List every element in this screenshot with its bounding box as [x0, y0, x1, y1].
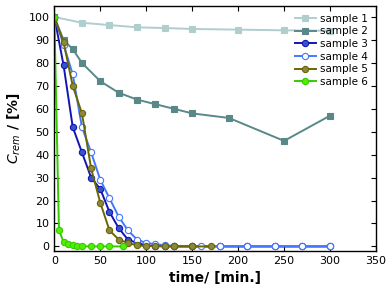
Y-axis label: $C_{rem}$ / [%]: $C_{rem}$ / [%] [5, 93, 23, 164]
sample 2 [171, 107, 176, 111]
sample 4 [89, 151, 93, 154]
sample 4 [52, 15, 57, 19]
sample 5 [208, 245, 213, 248]
sample 5 [80, 112, 84, 115]
sample 5 [162, 245, 167, 248]
sample 2 [52, 15, 57, 19]
sample 3 [89, 176, 93, 179]
sample 3 [218, 245, 222, 248]
sample 2 [80, 61, 84, 65]
sample 5 [116, 238, 121, 241]
sample 4 [171, 244, 176, 248]
sample 3 [107, 210, 112, 214]
sample 4 [300, 245, 305, 248]
sample 1 [162, 26, 167, 30]
sample 5 [144, 244, 149, 248]
sample 6 [89, 245, 93, 248]
sample 1 [107, 23, 112, 27]
sample 6 [71, 244, 75, 247]
sample 2 [282, 139, 287, 143]
sample 3 [245, 245, 250, 248]
sample 3 [98, 187, 103, 191]
sample 5 [190, 245, 194, 248]
sample 1 [236, 28, 240, 31]
sample 5 [171, 245, 176, 248]
sample 3 [116, 226, 121, 230]
sample 4 [153, 242, 158, 246]
sample 4 [144, 241, 149, 245]
sample 6 [61, 240, 66, 244]
sample 1 [190, 27, 194, 31]
sample 3 [135, 241, 140, 245]
sample 4 [199, 244, 204, 248]
sample 4 [328, 245, 332, 248]
sample 6 [80, 244, 84, 248]
sample 2 [71, 47, 75, 51]
sample 3 [52, 15, 57, 19]
sample 3 [125, 238, 130, 241]
sample 4 [272, 245, 277, 248]
sample 6 [75, 244, 80, 248]
Line: sample 1: sample 1 [52, 14, 333, 33]
sample 4 [162, 244, 167, 247]
sample 2 [135, 98, 140, 101]
sample 4 [125, 229, 130, 232]
sample 4 [80, 125, 84, 129]
Legend: sample 1, sample 2, sample 3, sample 4, sample 5, sample 6: sample 1, sample 2, sample 3, sample 4, … [292, 11, 371, 90]
sample 1 [282, 29, 287, 32]
sample 4 [116, 215, 121, 218]
sample 2 [98, 79, 103, 83]
sample 3 [144, 244, 149, 247]
sample 1 [328, 29, 332, 33]
sample 4 [245, 245, 250, 248]
Line: sample 3: sample 3 [51, 14, 333, 250]
sample 3 [162, 244, 167, 248]
sample 3 [153, 244, 158, 248]
sample 6 [52, 15, 57, 19]
sample 5 [52, 15, 57, 19]
sample 4 [107, 196, 112, 200]
sample 3 [190, 245, 194, 248]
sample 4 [218, 245, 222, 248]
sample 4 [135, 238, 140, 241]
sample 1 [135, 26, 140, 29]
sample 3 [71, 125, 75, 129]
sample 5 [135, 244, 140, 247]
sample 6 [98, 245, 103, 248]
sample 2 [153, 102, 158, 106]
sample 1 [52, 15, 57, 19]
sample 3 [272, 245, 277, 248]
sample 2 [227, 116, 231, 120]
Line: sample 6: sample 6 [51, 14, 126, 250]
sample 5 [71, 84, 75, 88]
sample 6 [107, 245, 112, 248]
sample 3 [171, 245, 176, 248]
sample 4 [61, 43, 66, 46]
sample 1 [80, 21, 84, 24]
X-axis label: time/ [min.]: time/ [min.] [169, 272, 261, 285]
sample 5 [107, 229, 112, 232]
sample 4 [190, 244, 194, 248]
sample 4 [98, 178, 103, 182]
Line: sample 5: sample 5 [51, 14, 214, 250]
sample 2 [328, 114, 332, 118]
sample 2 [61, 38, 66, 42]
sample 2 [116, 91, 121, 95]
Line: sample 4: sample 4 [51, 14, 333, 250]
sample 3 [328, 245, 332, 248]
sample 5 [89, 167, 93, 170]
sample 2 [190, 112, 194, 115]
sample 5 [153, 244, 158, 248]
sample 3 [80, 151, 84, 154]
sample 3 [61, 63, 66, 67]
sample 6 [66, 242, 71, 246]
Line: sample 2: sample 2 [52, 14, 333, 144]
sample 6 [121, 245, 125, 248]
sample 5 [61, 40, 66, 44]
sample 5 [125, 241, 130, 245]
sample 5 [98, 201, 103, 205]
sample 3 [300, 245, 305, 248]
sample 4 [71, 73, 75, 76]
sample 6 [56, 229, 61, 232]
